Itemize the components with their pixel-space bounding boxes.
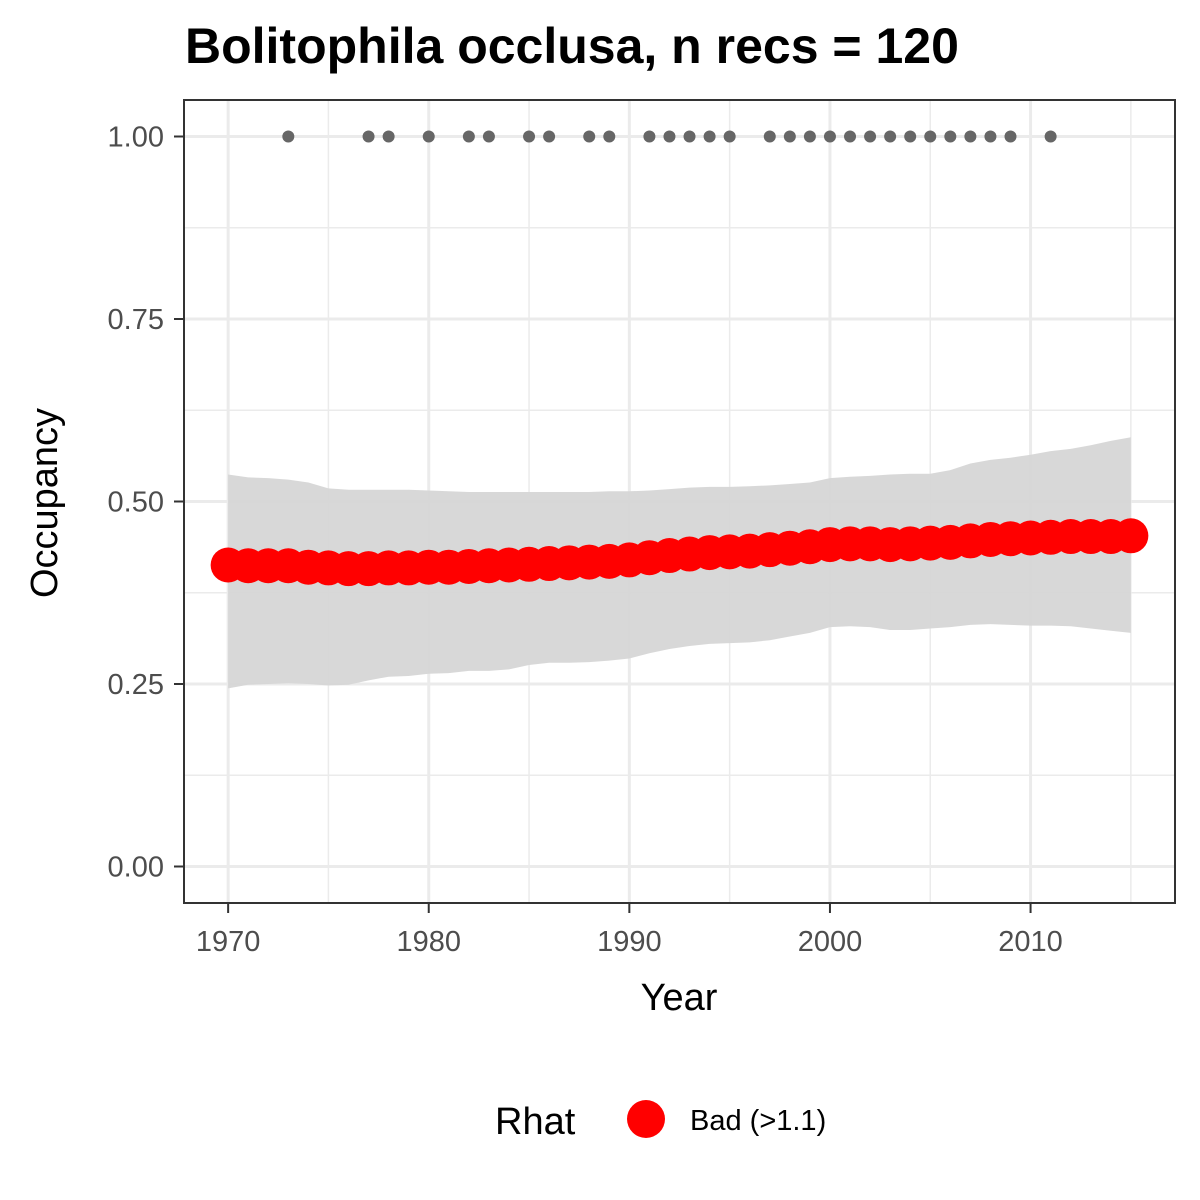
record-point bbox=[523, 130, 536, 143]
x-tick-label: 1980 bbox=[396, 926, 461, 958]
x-tick-label: 1990 bbox=[597, 926, 662, 958]
record-point bbox=[904, 130, 917, 143]
x-tick-label: 1970 bbox=[196, 926, 261, 958]
y-tick-label: 0.75 bbox=[108, 304, 164, 336]
record-point bbox=[803, 130, 816, 143]
x-tick-label: 2010 bbox=[998, 926, 1063, 958]
record-point bbox=[703, 130, 716, 143]
record-point bbox=[663, 130, 676, 143]
record-point bbox=[964, 130, 977, 143]
chart-title: Bolitophila occlusa, n recs = 120 bbox=[185, 18, 959, 74]
y-tick-label: 0.00 bbox=[108, 852, 164, 884]
record-point bbox=[583, 130, 596, 143]
record-point bbox=[1004, 130, 1017, 143]
record-point bbox=[763, 130, 776, 143]
record-point bbox=[282, 130, 295, 143]
record-point bbox=[783, 130, 796, 143]
record-point bbox=[984, 130, 997, 143]
y-tick-label: 0.50 bbox=[108, 487, 164, 519]
record-point bbox=[603, 130, 616, 143]
record-point bbox=[382, 130, 395, 143]
occupancy-points bbox=[210, 518, 1149, 587]
x-axis: 1970 1980 1990 2000 2010 bbox=[196, 903, 1063, 958]
y-axis-title: Occupancy bbox=[24, 408, 66, 598]
x-axis-title: Year bbox=[641, 977, 718, 1019]
record-point bbox=[864, 130, 877, 143]
y-axis: 0.00 0.25 0.50 0.75 1.00 bbox=[108, 122, 184, 884]
record-point bbox=[543, 130, 556, 143]
record-point bbox=[683, 130, 696, 143]
record-point bbox=[482, 130, 495, 143]
record-point bbox=[823, 130, 836, 143]
record-point bbox=[1044, 130, 1057, 143]
record-point bbox=[944, 130, 957, 143]
record-point bbox=[723, 130, 736, 143]
occupancy-point bbox=[1113, 518, 1149, 554]
record-point bbox=[643, 130, 656, 143]
legend-title: Rhat bbox=[495, 1101, 576, 1143]
legend: Rhat Bad (>1.1) bbox=[495, 1100, 826, 1143]
legend-key bbox=[627, 1100, 665, 1138]
record-points bbox=[282, 130, 1057, 143]
record-point bbox=[362, 130, 375, 143]
record-point bbox=[844, 130, 857, 143]
record-point bbox=[924, 130, 937, 143]
record-point bbox=[884, 130, 897, 143]
legend-label: Bad (>1.1) bbox=[690, 1105, 826, 1137]
y-tick-label: 0.25 bbox=[108, 669, 164, 701]
record-point bbox=[422, 130, 435, 143]
x-tick-label: 2000 bbox=[798, 926, 863, 958]
record-point bbox=[462, 130, 475, 143]
y-tick-label: 1.00 bbox=[108, 122, 164, 154]
